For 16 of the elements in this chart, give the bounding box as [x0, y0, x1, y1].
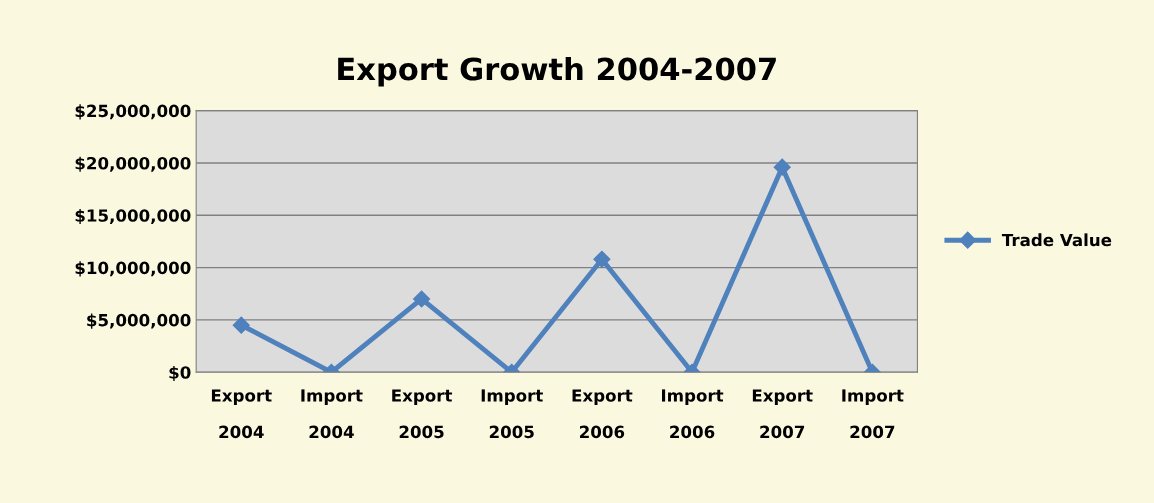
y-tick-label: $0 — [169, 365, 191, 381]
category-label: Import 2006 — [662, 389, 724, 439]
y-tick-label: $15,000,000 — [75, 208, 191, 225]
y-tick-label: $5,000,000 — [87, 313, 191, 329]
y-tick-label: $20,000,000 — [75, 156, 191, 172]
category-label: Export 2006 — [572, 389, 633, 439]
category-label: Export 2007 — [752, 389, 813, 439]
y-tick-label: $25,000,000 — [75, 104, 191, 120]
chart-title: Export Growth 2004-2007 — [338, 56, 776, 87]
category-label: Import 2005 — [481, 389, 543, 439]
category-label: Export 2004 — [211, 389, 272, 439]
legend-label: Trade Value — [1001, 233, 1112, 247]
category-label: Import 2004 — [301, 389, 363, 439]
y-tick-label: $10,000,000 — [75, 261, 191, 277]
category-label: Import 2007 — [842, 389, 904, 439]
category-label: Export 2005 — [392, 389, 453, 439]
